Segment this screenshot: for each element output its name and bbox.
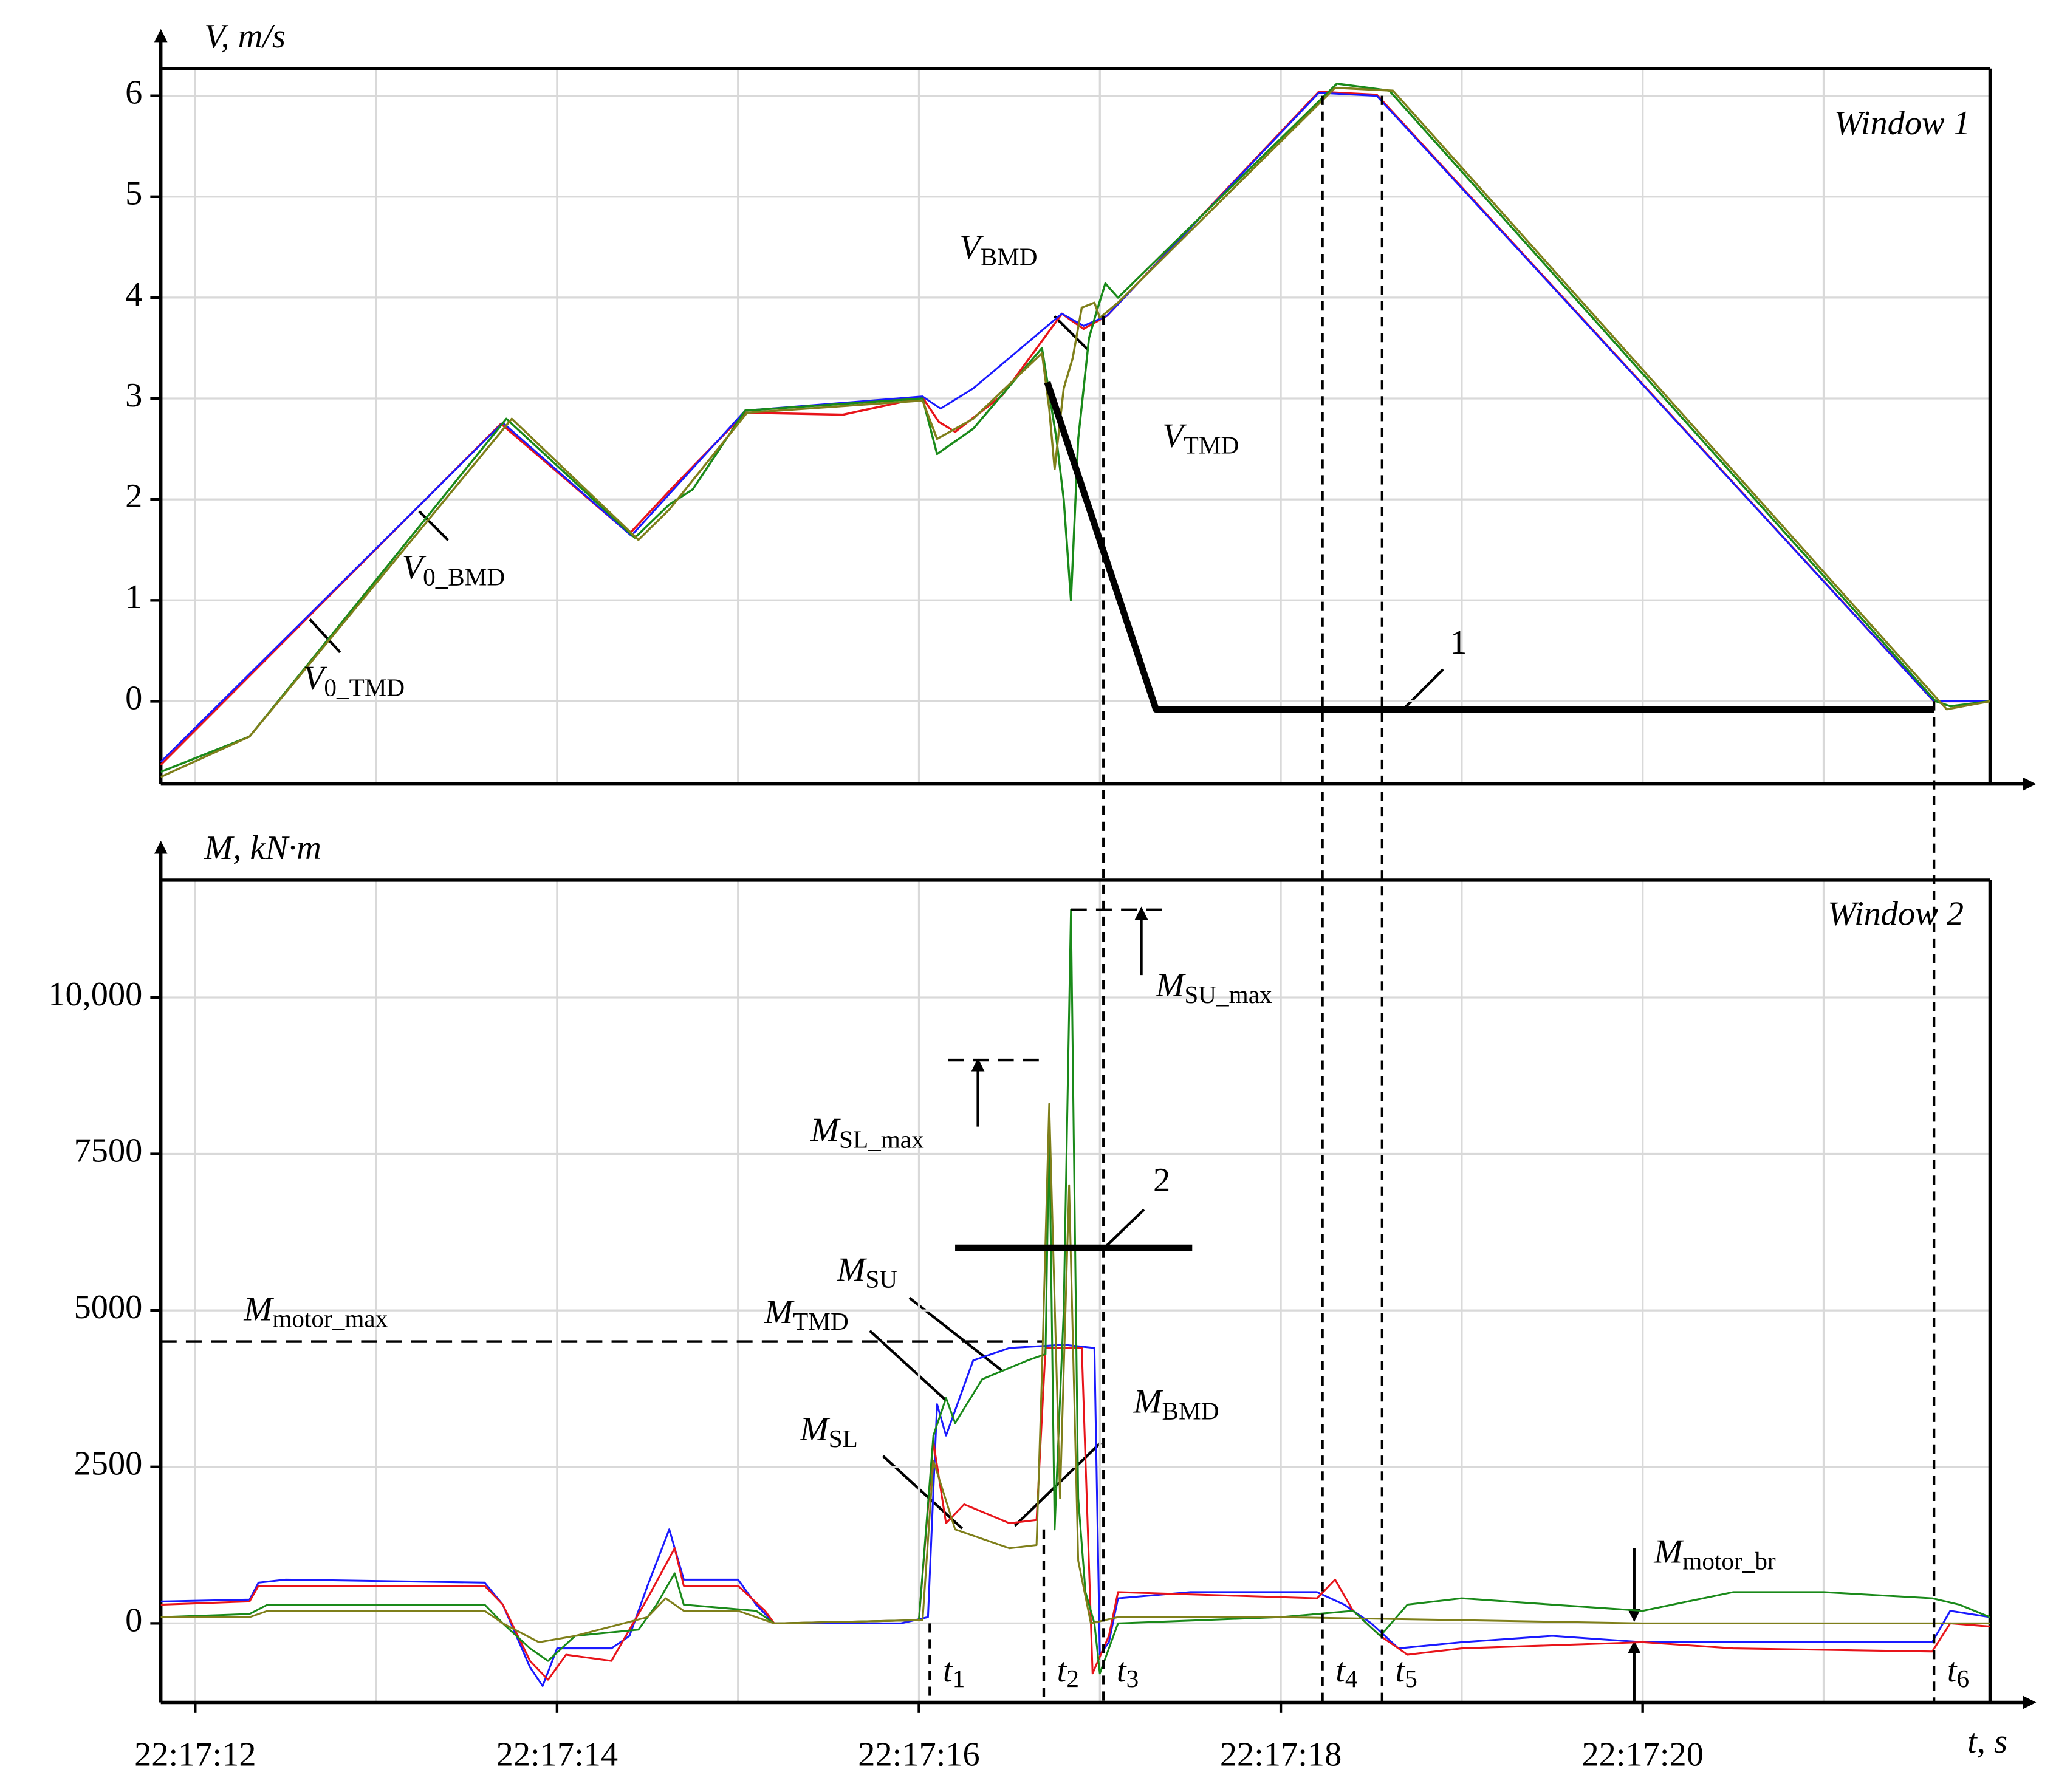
series-line [160, 1344, 1990, 1687]
time-marker-label-main: t [943, 1652, 953, 1689]
annotation-main: M [243, 1290, 274, 1328]
time-marker-label-sub: 2 [1066, 1664, 1079, 1692]
annotation-sub: SL_max [839, 1126, 924, 1154]
annotation-sub: motor_br [1682, 1547, 1776, 1575]
annotation-main: M [1155, 966, 1186, 1004]
y-tick-label: 1 [125, 578, 142, 616]
y-axis-label: M, kN·m [204, 829, 321, 867]
annotation: MTMD [764, 1293, 849, 1336]
time-marker-label: t5 [1396, 1652, 1417, 1693]
time-marker-label-sub: 5 [1405, 1664, 1417, 1692]
annotation-sub: BMD [981, 243, 1038, 271]
annotation-sub: TMD [793, 1307, 849, 1335]
annotation: V0_BMD [402, 549, 505, 591]
annotation: MSL [800, 1411, 858, 1453]
annotation-sub: motor_max [272, 1305, 388, 1333]
y-tick-label: 0 [125, 1601, 142, 1639]
annotation: MBMD [1133, 1383, 1219, 1425]
time-marker-label-main: t [1057, 1652, 1067, 1689]
annotation: V0_TMD [303, 659, 405, 702]
time-marker-label: t3 [1117, 1652, 1139, 1693]
time-marker-label: t2 [1057, 1652, 1079, 1693]
time-marker-label-sub: 6 [1957, 1664, 1970, 1692]
annotation-main: V [303, 659, 327, 697]
time-marker-label-sub: 4 [1345, 1664, 1358, 1692]
annotation-main: V [1162, 417, 1187, 454]
x-tick-label: 22:17:12 [134, 1736, 256, 1774]
annotation-main: M [800, 1411, 831, 1448]
annotation-main: 2 [1153, 1161, 1170, 1199]
annotation-main: V [402, 549, 427, 586]
annotation: VBMD [959, 228, 1037, 271]
annotation: 2 [1153, 1161, 1170, 1199]
x-tick-label: 22:17:18 [1220, 1736, 1342, 1774]
series-line [160, 1103, 1990, 1643]
annotation-main: Window 2 [1828, 895, 1964, 933]
annotation: MSU [836, 1251, 897, 1293]
series-line [160, 86, 1990, 778]
series-line [160, 1347, 1990, 1681]
annotation-sub: SU [865, 1265, 897, 1293]
series-line [160, 92, 1990, 763]
annotation-sub: TMD [1184, 431, 1239, 459]
y-tick-label: 7500 [74, 1132, 143, 1170]
y-tick-label: 5000 [74, 1288, 143, 1326]
annotation: Window 2 [1828, 895, 1964, 933]
annotation-main: M [810, 1111, 841, 1149]
time-marker-label-main: t [1947, 1652, 1958, 1689]
y-tick-label: 0 [125, 679, 142, 717]
annotation-main: M [764, 1293, 795, 1331]
series-line [160, 909, 1991, 1675]
annotation-sub: 0_BMD [423, 563, 505, 591]
time-marker-label-main: t [1117, 1652, 1127, 1689]
y-tick-label: 2500 [74, 1445, 143, 1483]
annotation-sub: BMD [1162, 1397, 1219, 1425]
time-marker-label-sub: 1 [953, 1664, 965, 1692]
y-axis-label: V, m/s [204, 18, 286, 55]
x-tick-label: 22:17:20 [1581, 1736, 1703, 1774]
annotation: MSU_max [1155, 966, 1272, 1009]
y-tick-label: 5 [125, 175, 142, 213]
series-line [1044, 381, 1934, 713]
x-axis-label: t, s [1967, 1723, 2007, 1760]
x-tick-label: 22:17:16 [858, 1736, 979, 1774]
annotation-sub: 0_TMD [324, 674, 405, 702]
y-tick-label: 3 [125, 377, 142, 414]
annotation-main: Window 1 [1834, 104, 1970, 142]
y-tick-label: 2 [125, 477, 142, 515]
annotation-sub: SU_max [1184, 980, 1272, 1008]
annotation: Window 1 [1834, 104, 1970, 142]
time-marker-label-main: t [1335, 1652, 1346, 1689]
y-tick-label: 6 [125, 74, 142, 112]
series-line [160, 91, 1990, 766]
annotation-sub: SL [829, 1424, 858, 1452]
y-tick-label: 4 [125, 276, 142, 313]
annotation: VTMD [1162, 417, 1239, 459]
time-marker-label-main: t [1396, 1652, 1406, 1689]
annotation-main: V [959, 228, 984, 266]
time-marker-label: t1 [943, 1652, 965, 1693]
annotation-main: M [836, 1251, 867, 1288]
leaders [309, 315, 1641, 1703]
time-marker-label-sub: 3 [1126, 1664, 1139, 1692]
time-marker-label: t6 [1947, 1652, 1969, 1693]
y-tick-label: 10,000 [48, 976, 142, 1013]
annotation: Mmotor_max [243, 1290, 388, 1333]
annotation: 1 [1450, 624, 1467, 662]
annotation-main: 1 [1450, 624, 1467, 662]
series-line [160, 83, 1990, 773]
annotation-main: M [1133, 1383, 1164, 1420]
x-tick-label: 22:17:14 [496, 1736, 618, 1774]
annotation: Mmotor_br [1653, 1533, 1776, 1575]
time-marker-label: t4 [1335, 1652, 1357, 1693]
annotation: MSL_max [810, 1111, 924, 1154]
annotation-main: M [1653, 1533, 1684, 1570]
